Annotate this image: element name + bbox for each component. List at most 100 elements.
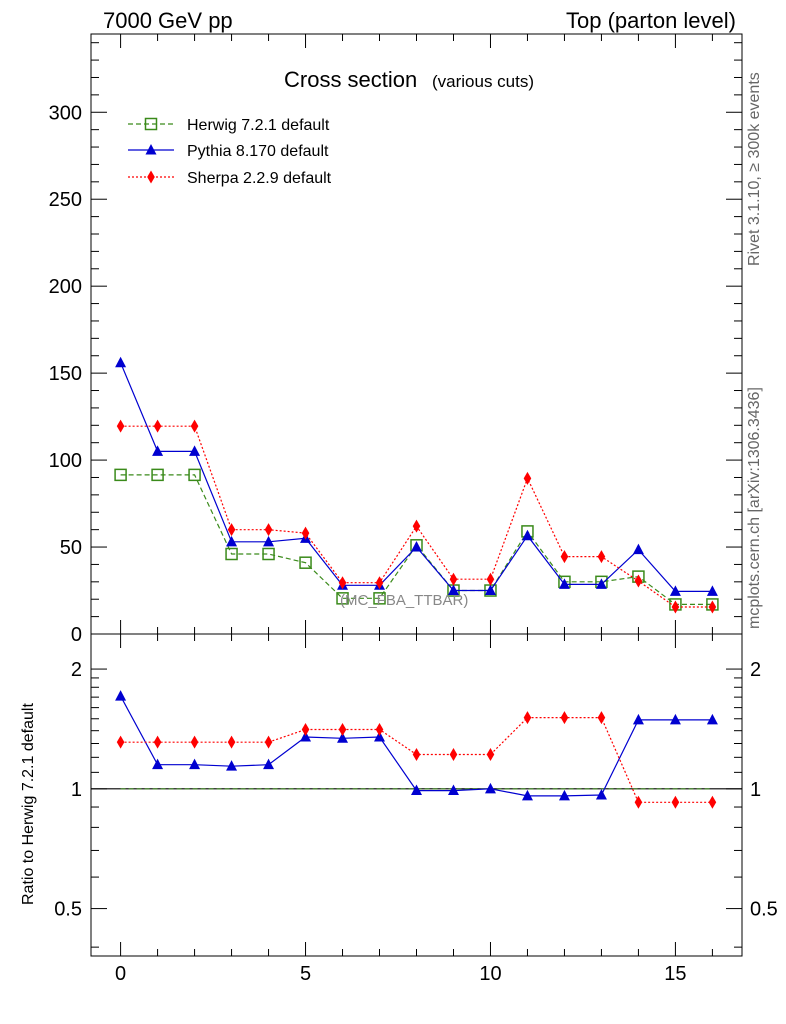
data-point bbox=[264, 735, 273, 749]
data-point bbox=[375, 576, 384, 590]
data-point bbox=[301, 526, 310, 540]
data-point bbox=[190, 735, 199, 749]
data-point bbox=[634, 574, 643, 588]
data-point bbox=[632, 713, 644, 725]
data-point bbox=[338, 576, 347, 590]
data-point bbox=[153, 735, 162, 749]
data-point bbox=[300, 730, 312, 742]
data-point bbox=[337, 732, 349, 743]
data-point bbox=[226, 535, 238, 547]
data-point bbox=[411, 541, 422, 552]
data-point bbox=[486, 747, 495, 761]
legend-label: Pythia 8.170 default bbox=[187, 143, 329, 160]
y-tick-label: 200 bbox=[49, 276, 82, 298]
y-tick-label: 100 bbox=[49, 450, 82, 472]
y-tick-label: 0 bbox=[71, 624, 82, 646]
main-panel: 0 50 100 150 200 250 300 Cross section (various … bbox=[49, 33, 743, 646]
legend-label: Herwig 7.2.1 default bbox=[187, 117, 330, 134]
data-point bbox=[263, 758, 275, 770]
data-point bbox=[595, 788, 607, 800]
data-point bbox=[447, 584, 459, 596]
data-point bbox=[632, 543, 644, 555]
data-point bbox=[153, 419, 162, 433]
ratio-panel: 0 5 10 15 0.5 0.5 1 1 2 2 bbox=[54, 633, 778, 985]
data-point bbox=[116, 419, 125, 433]
data-point bbox=[264, 523, 273, 537]
data-point bbox=[116, 735, 125, 749]
data-point bbox=[190, 419, 199, 433]
data-point bbox=[560, 711, 569, 725]
data-point bbox=[521, 789, 533, 801]
data-point bbox=[669, 585, 681, 596]
data-point bbox=[484, 782, 496, 794]
x-tick-label: 15 bbox=[664, 963, 686, 985]
series-line bbox=[120, 695, 713, 797]
x-tick-label: 10 bbox=[479, 963, 501, 985]
data-point bbox=[484, 584, 496, 596]
data-point bbox=[262, 547, 275, 561]
data-point bbox=[521, 529, 533, 541]
y-tick-label: 150 bbox=[49, 363, 82, 385]
series-line bbox=[120, 362, 713, 592]
data-point bbox=[145, 144, 157, 155]
data-point bbox=[706, 585, 718, 596]
data-point bbox=[374, 730, 386, 742]
data-point bbox=[634, 795, 643, 809]
data-point bbox=[188, 468, 201, 482]
ratio-y-tick-label: 2 bbox=[71, 659, 82, 681]
ratio-y-tick-label-right: 0.5 bbox=[750, 899, 778, 921]
analysis-annotation: (MC_FBA_TTBAR) bbox=[340, 592, 468, 609]
y-tick-label: 300 bbox=[49, 102, 82, 124]
y-tick-label: 250 bbox=[49, 189, 82, 211]
data-point bbox=[115, 690, 127, 701]
x-tick-label: 0 bbox=[115, 963, 126, 985]
data-point bbox=[114, 468, 127, 482]
chart-title: Cross section bbox=[284, 67, 417, 92]
y-tick-label: 50 bbox=[60, 537, 82, 559]
series-line bbox=[120, 425, 713, 608]
header-right-label: Top (parton level) bbox=[566, 8, 736, 33]
data-point bbox=[147, 170, 155, 184]
data-point bbox=[115, 356, 127, 368]
series-line bbox=[120, 474, 713, 605]
data-point bbox=[412, 519, 421, 533]
data-point bbox=[412, 747, 421, 761]
data-point bbox=[336, 592, 349, 605]
data-point bbox=[595, 578, 607, 589]
data-point bbox=[597, 550, 606, 564]
data-point bbox=[449, 572, 458, 586]
data-point bbox=[671, 600, 680, 614]
data-point bbox=[189, 758, 201, 770]
legend-label: Sherpa 2.2.9 default bbox=[187, 170, 332, 187]
data-point bbox=[373, 592, 386, 605]
data-point bbox=[299, 556, 312, 569]
data-point bbox=[152, 445, 164, 456]
data-point bbox=[338, 722, 347, 736]
data-point bbox=[706, 713, 718, 725]
data-point bbox=[189, 445, 201, 456]
ratio-y-tick-label: 0.5 bbox=[54, 899, 82, 921]
data-point bbox=[151, 468, 164, 482]
data-point bbox=[708, 795, 717, 809]
data-point bbox=[263, 535, 275, 547]
data-point bbox=[669, 713, 681, 725]
data-point bbox=[152, 758, 164, 770]
data-point bbox=[411, 784, 422, 796]
data-point bbox=[523, 471, 532, 485]
data-point bbox=[227, 523, 236, 537]
data-point bbox=[227, 735, 236, 749]
data-point bbox=[558, 578, 570, 589]
data-point bbox=[560, 550, 569, 564]
data-point bbox=[523, 711, 532, 725]
header-left-label: 7000 GeV pp bbox=[103, 8, 233, 33]
data-point bbox=[375, 722, 384, 736]
data-point bbox=[671, 795, 680, 809]
ratio-y-tick-label-right: 1 bbox=[750, 779, 761, 801]
data-point bbox=[449, 747, 458, 761]
ratio-y-tick-label: 1 bbox=[71, 779, 82, 801]
chart-subtitle: (various cuts) bbox=[432, 72, 534, 91]
data-point bbox=[225, 547, 238, 561]
x-tick-label: 5 bbox=[300, 963, 311, 985]
data-point bbox=[597, 711, 606, 725]
data-point bbox=[447, 784, 459, 796]
